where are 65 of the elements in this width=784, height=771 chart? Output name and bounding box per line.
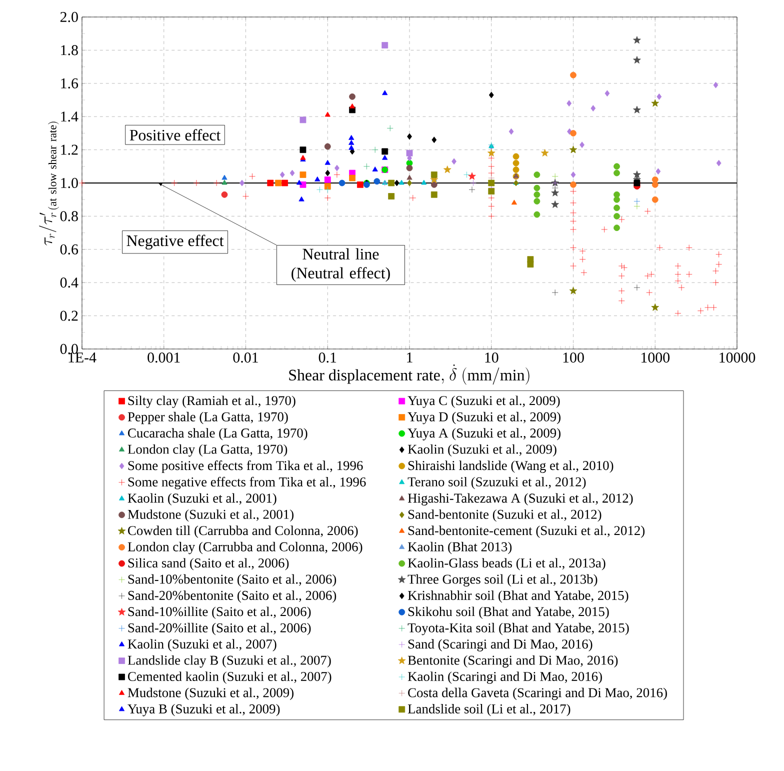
legend-label: Shiraishi landslide (Wang et al., 2010) xyxy=(408,460,614,473)
legend-label: Cemented kaolin (Suzuki et al., 2007) xyxy=(128,672,332,684)
legend-label: Pepper shale (La Gatta, 1970) xyxy=(128,412,288,424)
y-tick-label: 2.0 xyxy=(60,12,78,22)
legend-label: Cowden till (Carrubba and Colonna, 2006) xyxy=(128,526,358,538)
legend-label: Three Gorges soil (Li et al., 2013b) xyxy=(408,574,598,587)
legend-label: Silty clay (Ramiah et al., 1970) xyxy=(128,396,296,408)
x-tick-label: 10 xyxy=(485,352,498,363)
legend-label: Landslide clay B (Suzuki et al., 2007) xyxy=(128,655,331,668)
x-tick-label: 100 xyxy=(563,352,584,363)
x-axis-title: $\mathrm{Shear\ displacement\ rate,}\ \dot{\delta}\ \mathrm{(mm/min)}$ xyxy=(289,364,530,385)
legend-label: London clay (La Gatta, 1970) xyxy=(128,444,288,457)
legend-label: Yuya B (Suzuki et al., 2009) xyxy=(128,704,280,716)
legend-label: Landslide soil (Li et al., 2017) xyxy=(408,704,570,716)
legend-label: Kaolin (Suzuki et al., 2007) xyxy=(128,639,276,652)
legend-label: Sand-10%illite (Saito et al., 2006) xyxy=(128,606,311,619)
legend-label: Kaolin (Bhat 2013) xyxy=(408,542,512,554)
y-tick-label: 1.6 xyxy=(61,78,78,88)
legend-label: Kaolin (Suzuki et al., 2009) xyxy=(408,444,556,457)
legend-label: Bentonite (Scaringi and Di Mao, 2016) xyxy=(408,655,618,668)
y-tick-label: 1.8 xyxy=(61,45,78,56)
legend-label: Sand-bentonite-cement (Suzuki et al., 2012) xyxy=(408,526,645,538)
y-axis-title: $\tau_{r}/\tau'_{r\,\mathrm{(at\ slow\ shear\ rate)}}$ xyxy=(39,122,59,246)
legend-label: Higashi-Takezawa A (Suzuki et al., 2012) xyxy=(408,493,633,506)
y-tick-label: 1.0 xyxy=(61,178,78,188)
y-tick-label: 0.6 xyxy=(60,244,78,254)
legend-label: Skikohu soil (Bhat and Yatabe, 2015) xyxy=(408,606,609,619)
x-tick-label: 0.1 xyxy=(318,352,336,363)
y-tick-label: 1.4 xyxy=(61,112,78,122)
legend-label: Kaolin (Suzuki et al., 2001) xyxy=(128,493,276,506)
legend-label: Sand-bentonite (Suzuki et al., 2012) xyxy=(408,509,602,522)
y-tick-label: 0.4 xyxy=(60,278,78,288)
x-tick-label: 10000 xyxy=(720,352,756,363)
legend-label: Sand (Scaringi and Di Mao, 2016) xyxy=(408,639,592,652)
x-tick-label: 0.01 xyxy=(233,352,258,363)
x-tick-label: 1 xyxy=(407,352,412,362)
y-tick-label: 0.8 xyxy=(60,211,78,222)
legend-label: Some positive effects from Tika et al., 1996 xyxy=(128,460,363,473)
y-tick-label: 1.2 xyxy=(61,144,78,155)
legend-label: Costa della Gaveta (Scaringi and Di Mao, 2016) xyxy=(408,688,667,700)
legend-label: Sand-20%illite (Saito et al., 2006) xyxy=(128,622,311,636)
y-tick-label: 0.2 xyxy=(60,310,78,321)
legend-label: Silica sand (Saito et al., 2006) xyxy=(128,558,289,570)
legend-label: Cucaracha shale (La Gatta, 1970) xyxy=(128,428,308,440)
legend-label: Mudstone (Suzuki et al., 2001) xyxy=(128,509,294,522)
legend-label: Yuya D (Suzuki et al., 2009) xyxy=(408,412,560,424)
annotation: Positive effect xyxy=(130,129,221,141)
legend-label: Kaolin (Scaringi and Di Mao, 2016) xyxy=(408,672,602,684)
annotation: Negative effect xyxy=(126,234,224,250)
legend-label: Some negative effects from Tika et al., 1996 xyxy=(128,476,366,490)
legend-label: Yuya A (Suzuki et al., 2009) xyxy=(408,428,560,440)
annotation: Neutral line (Neutral effect) xyxy=(292,248,390,282)
x-tick-label: 1E-4 xyxy=(68,352,96,362)
x-tick-label: 1000 xyxy=(641,352,670,363)
legend-label: Kaolin-Glass beads (Li et al., 2013a) xyxy=(408,558,606,570)
x-tick-label: 0.001 xyxy=(148,352,180,363)
legend-label: Mudstone (Suzuki et al., 2009) xyxy=(128,688,294,700)
legend-label: Sand-20%bentonite (Saito et al., 2006) xyxy=(128,590,336,603)
legend-label: Krishnabhir soil (Bhat and Yatabe, 2015) xyxy=(408,590,628,603)
legend-label: Toyota-Kita soil (Bhat and Yatabe, 2015) xyxy=(408,622,629,636)
legend-label: Sand-10%bentonite (Saito et al., 2006) xyxy=(128,574,336,586)
y-tick-label: 0.0 xyxy=(60,344,78,354)
legend-label: Terano soil (Szuzuki et al., 2012) xyxy=(408,476,586,490)
legend-label: Yuya C (Suzuki et al., 2009) xyxy=(408,396,560,408)
legend-label: London clay (Carrubba and Colonna, 2006) xyxy=(128,542,362,554)
